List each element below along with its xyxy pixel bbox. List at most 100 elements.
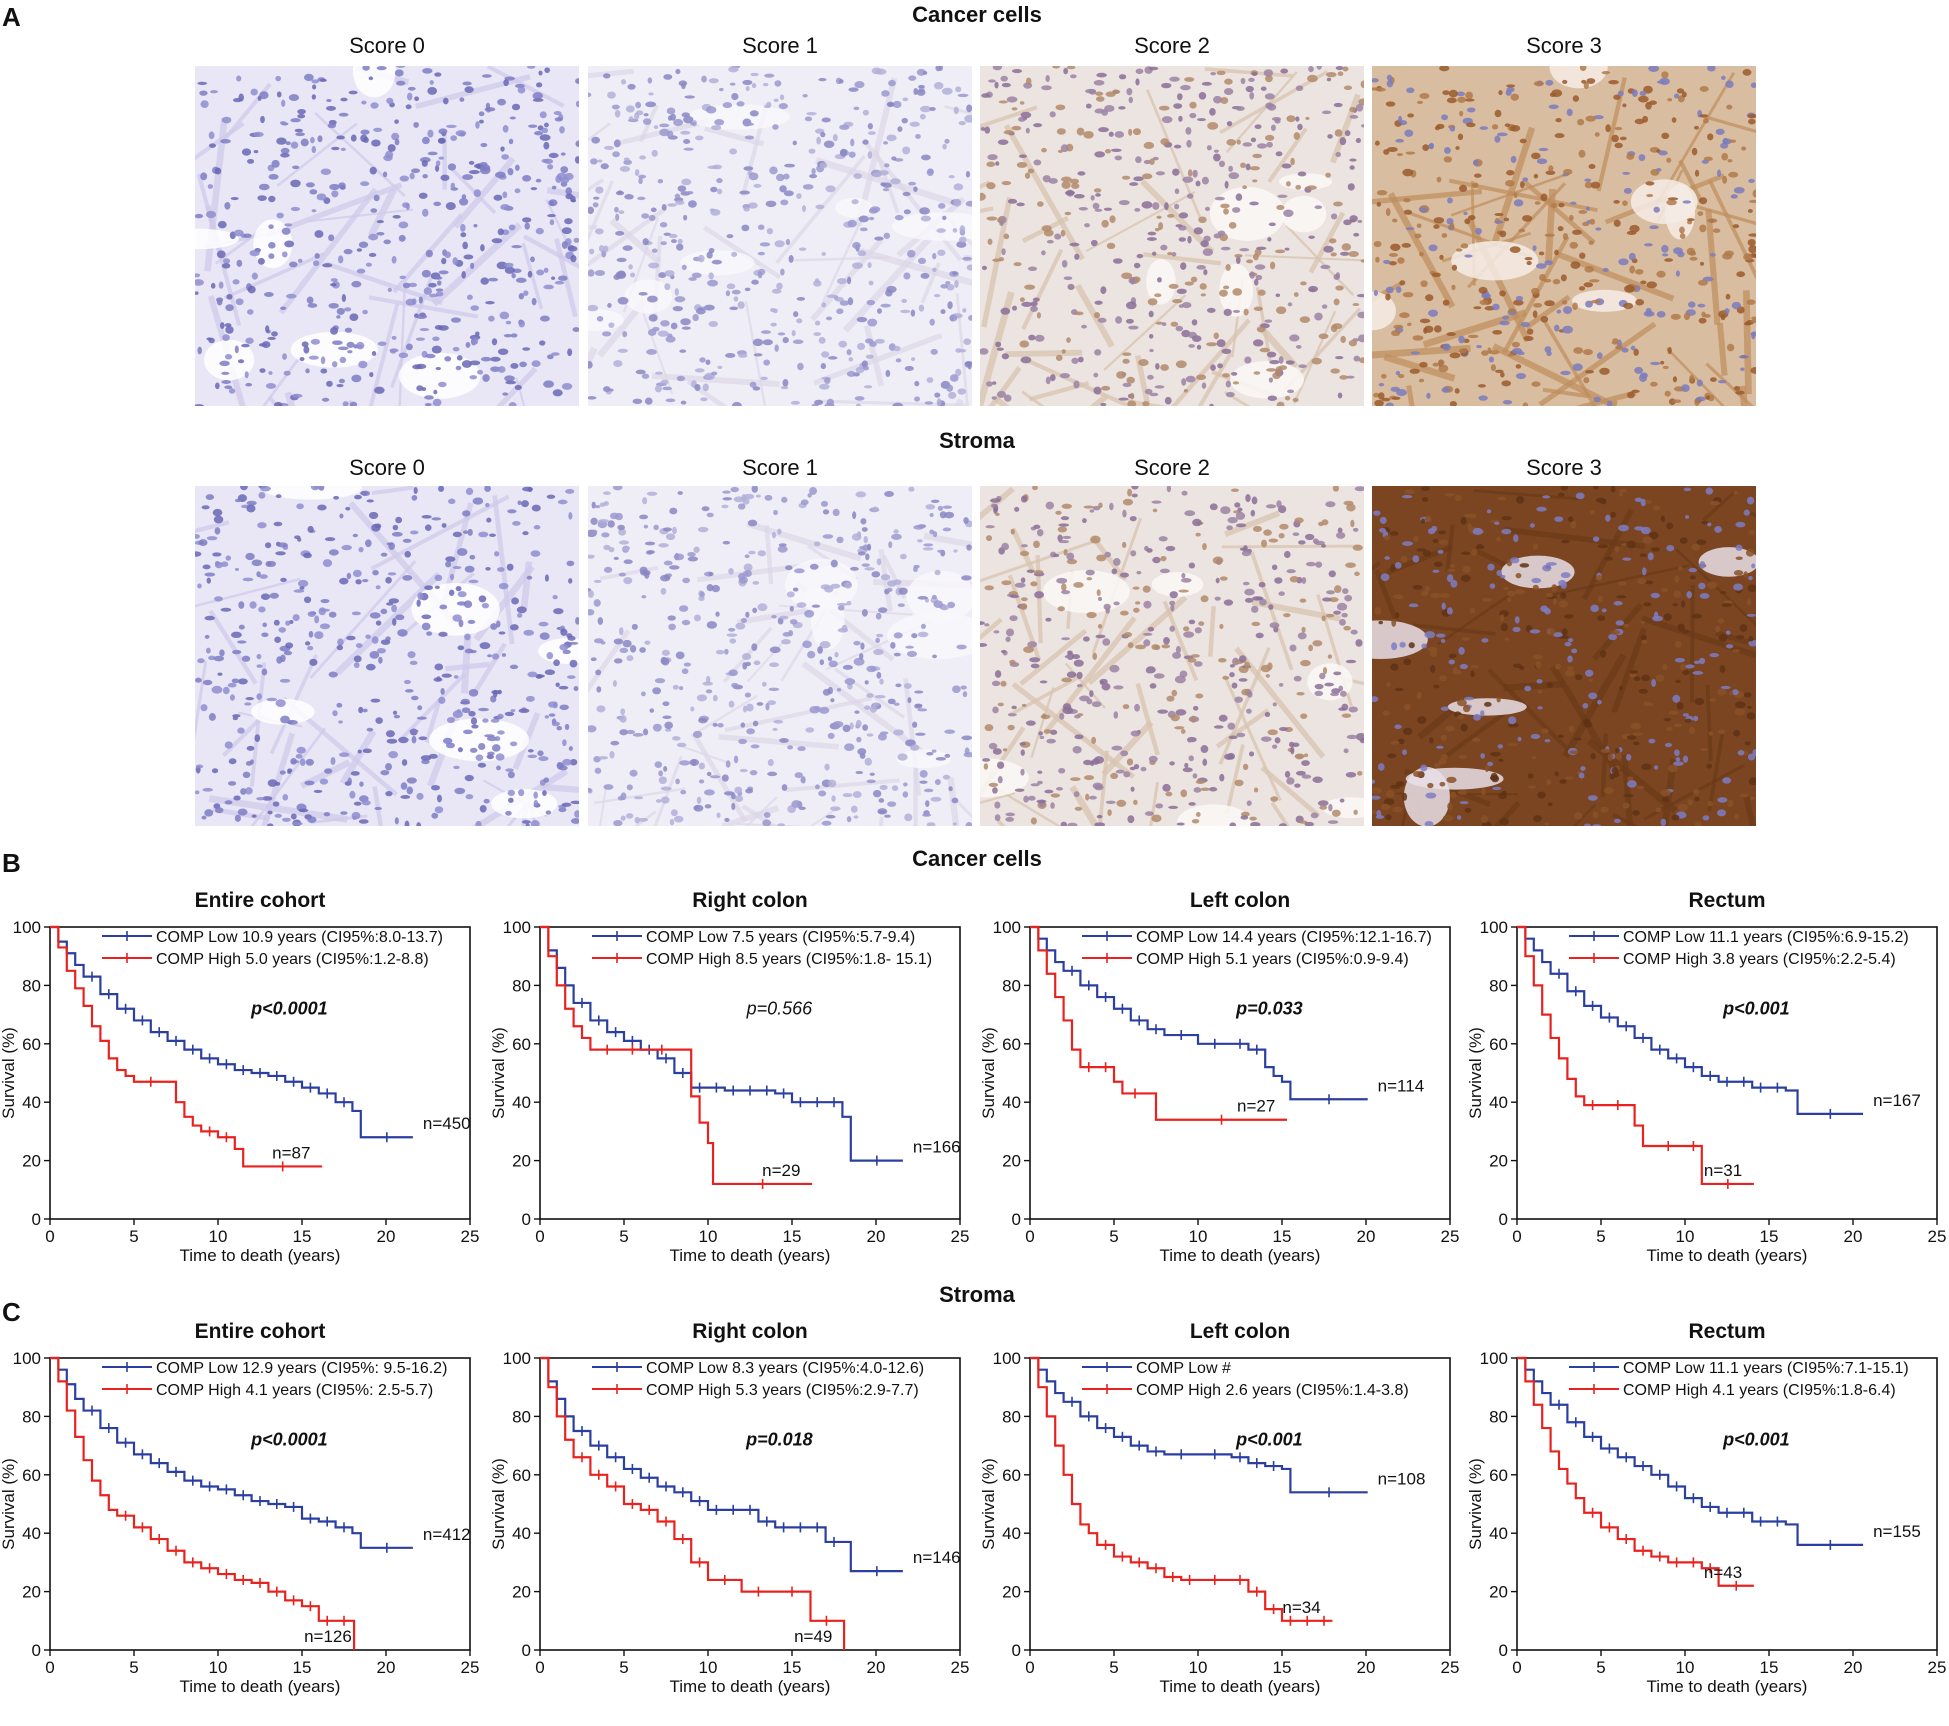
cell-nucleus	[201, 704, 208, 711]
cell-nucleus	[807, 651, 815, 659]
cell-nucleus	[880, 304, 890, 308]
cell-nucleus	[1017, 162, 1027, 168]
cell-nucleus	[377, 66, 387, 70]
cell-nucleus	[336, 315, 340, 319]
cell-nucleus	[682, 620, 690, 625]
cell-nucleus	[222, 334, 230, 341]
cell-nucleus	[1501, 516, 1512, 520]
cell-nucleus	[1504, 638, 1509, 641]
cell-nucleus	[521, 500, 529, 507]
cell-nucleus	[1467, 107, 1475, 112]
cell-nucleus	[533, 98, 544, 101]
cell-nucleus	[932, 750, 937, 753]
cell-nucleus	[1344, 86, 1352, 90]
cell-nucleus	[641, 595, 646, 598]
cell-nucleus	[690, 122, 696, 126]
cell-nucleus	[465, 775, 474, 781]
cell-nucleus	[1375, 257, 1379, 263]
cell-nucleus	[1293, 532, 1300, 536]
cell-nucleus	[871, 571, 880, 577]
cell-nucleus	[1109, 503, 1113, 510]
cell-nucleus	[1618, 91, 1624, 96]
cell-nucleus	[1672, 603, 1678, 606]
cell-nucleus	[716, 650, 724, 654]
cell-nucleus	[1020, 551, 1029, 556]
cell-nucleus	[811, 168, 815, 174]
cell-nucleus	[528, 124, 537, 127]
cell-nucleus	[943, 775, 950, 780]
x-tick-label: 25	[951, 1658, 970, 1677]
cell-nucleus	[340, 357, 347, 363]
cell-nucleus	[728, 568, 734, 575]
cell-nucleus	[827, 399, 835, 406]
cell-nucleus	[275, 76, 281, 81]
cell-nucleus	[630, 273, 635, 278]
cell-nucleus	[1346, 504, 1355, 512]
y-tick-label: 40	[1489, 1093, 1508, 1112]
cell-nucleus	[375, 717, 382, 724]
cell-nucleus	[1747, 614, 1756, 617]
cancer-score-3-label: Score 3	[1372, 33, 1756, 59]
cell-nucleus	[1746, 549, 1754, 557]
cell-nucleus	[954, 183, 964, 190]
cell-nucleus	[1675, 658, 1685, 663]
cell-nucleus	[1403, 728, 1412, 735]
cell-nucleus	[1174, 726, 1184, 729]
cell-nucleus	[1215, 197, 1225, 201]
cell-nucleus	[888, 541, 892, 548]
cell-nucleus	[1422, 144, 1429, 151]
cell-nucleus	[317, 135, 322, 142]
survival-curve-high	[540, 1358, 844, 1650]
cell-nucleus	[229, 388, 235, 393]
cell-nucleus	[1686, 664, 1695, 668]
cell-nucleus	[895, 215, 904, 220]
cell-nucleus	[1632, 89, 1638, 97]
cell-nucleus	[760, 242, 770, 246]
cell-nucleus	[479, 595, 487, 602]
y-tick-label: 100	[503, 918, 531, 937]
cell-nucleus	[1475, 228, 1482, 235]
cell-nucleus	[594, 505, 600, 508]
cell-nucleus	[1253, 339, 1264, 346]
cell-nucleus	[204, 616, 214, 621]
cell-nucleus	[1044, 729, 1051, 734]
chart-title: Entire cohort	[195, 889, 326, 912]
cell-nucleus	[1353, 233, 1359, 237]
cell-nucleus	[314, 631, 323, 639]
p-value: p=0.018	[745, 1430, 813, 1450]
cell-nucleus	[1710, 698, 1717, 702]
cell-nucleus	[540, 111, 547, 118]
cell-nucleus	[660, 222, 667, 227]
cell-nucleus	[830, 698, 834, 702]
cell-nucleus	[702, 506, 710, 511]
cell-nucleus	[484, 734, 494, 737]
cell-nucleus	[1531, 153, 1541, 160]
cell-nucleus	[302, 341, 309, 347]
cell-nucleus	[392, 532, 403, 537]
cell-nucleus	[986, 162, 995, 167]
cell-nucleus	[497, 99, 506, 106]
cell-nucleus	[1677, 251, 1684, 257]
cell-nucleus	[568, 512, 572, 519]
cell-nucleus	[1308, 286, 1318, 292]
cell-nucleus	[1083, 506, 1094, 509]
cell-nucleus	[1353, 810, 1357, 815]
cell-nucleus	[249, 601, 256, 608]
cell-nucleus	[1155, 363, 1159, 370]
cell-nucleus	[458, 591, 467, 597]
cell-nucleus	[598, 519, 609, 523]
cell-nucleus	[1181, 378, 1186, 386]
cell-nucleus	[1545, 80, 1553, 86]
cell-nucleus	[1585, 670, 1593, 677]
cell-nucleus	[934, 294, 940, 297]
cell-nucleus	[914, 690, 923, 693]
cell-nucleus	[1090, 536, 1101, 544]
cell-nucleus	[761, 330, 771, 334]
cell-nucleus	[447, 717, 455, 723]
cell-nucleus	[595, 670, 601, 676]
cell-nucleus	[1255, 124, 1262, 129]
cell-nucleus	[466, 488, 473, 495]
cell-nucleus	[1445, 725, 1455, 731]
cell-nucleus	[1733, 730, 1740, 737]
cell-nucleus	[1202, 382, 1206, 388]
